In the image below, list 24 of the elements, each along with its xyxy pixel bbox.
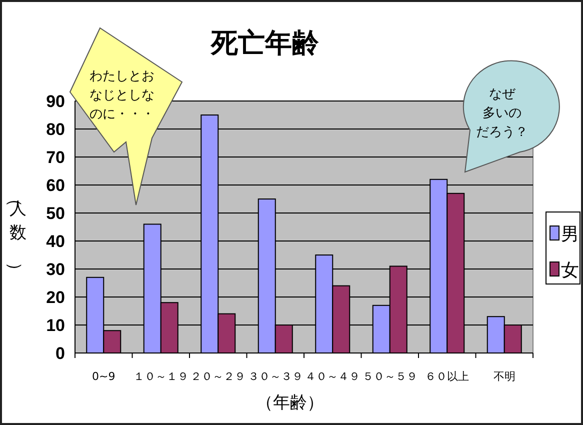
chart-title: 死亡年齢: [210, 28, 319, 59]
y-tick-label: 20: [46, 288, 65, 307]
x-tick-label: ４０～４９: [305, 370, 360, 383]
y-tick-label: 40: [46, 232, 65, 251]
y-tick-label: 0: [56, 344, 65, 363]
x-axis-title: （年齢）: [256, 393, 324, 413]
y-tick-label: 60: [46, 176, 65, 195]
x-tick-label: ２０～２９: [190, 370, 246, 383]
y-tick-label: 90: [46, 92, 65, 111]
y-tick-label: 10: [46, 316, 65, 335]
annotation: わたしとおなじとしなのに・・・: [90, 69, 154, 122]
y-tick-label: 70: [46, 148, 65, 167]
x-tick-label: １０～１９: [133, 370, 188, 383]
annotation: なぜ多いのだろう？: [476, 87, 528, 140]
x-tick-label: 0~9: [92, 370, 116, 383]
y-tick-label: 30: [46, 260, 65, 279]
x-tick-label: ３０～３９: [248, 370, 303, 383]
legend-label: 女: [561, 260, 579, 281]
y-tick-label: 80: [46, 120, 65, 139]
y-tick-label: 50: [46, 204, 65, 223]
x-tick-label: 不明: [493, 370, 516, 383]
x-tick-label: ６０以上: [425, 370, 470, 383]
x-tick-label: ５０～５９: [362, 370, 418, 383]
legend-label: 男: [561, 224, 579, 245]
